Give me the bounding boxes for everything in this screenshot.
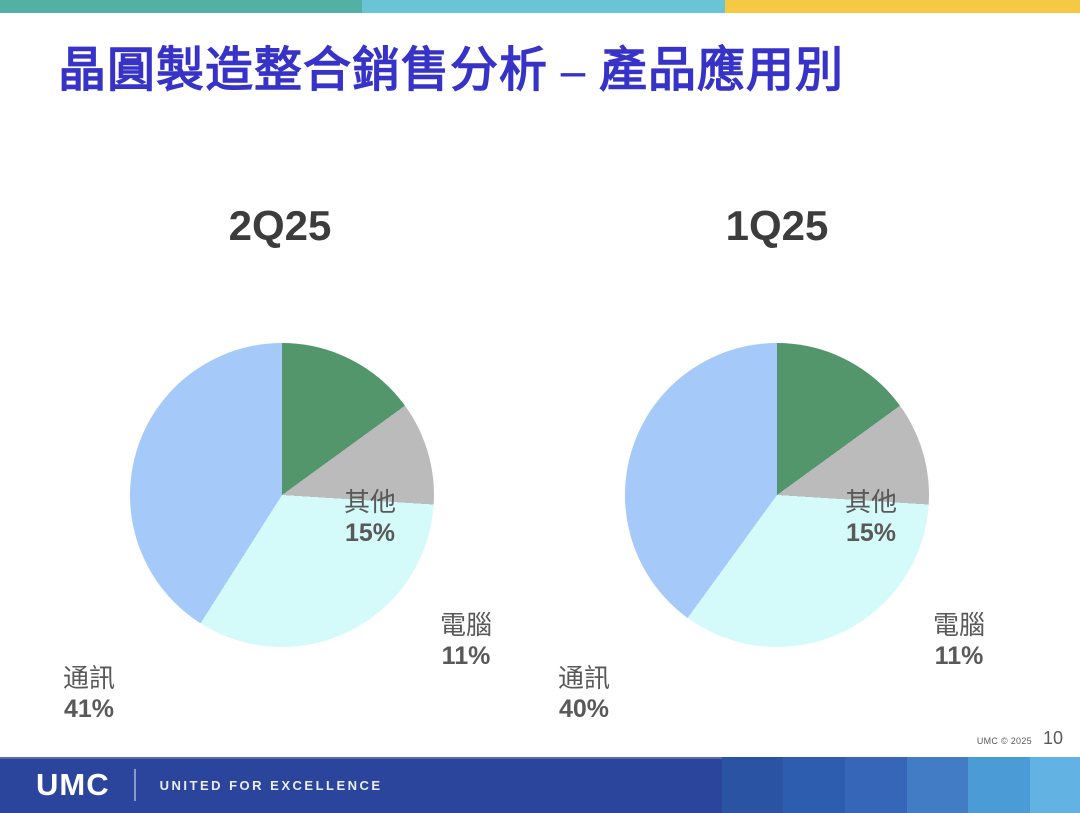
- top-bar-segment-teal: [0, 0, 362, 13]
- slice-label-computer: 電腦 11%: [440, 611, 492, 671]
- footer-note: UMC © 2025 10: [977, 728, 1063, 749]
- pie-chart-1q25: 1Q25 其他 15% 電腦 11% 消費性 34% 通訊 40%: [540, 190, 1080, 723]
- slice-percent: 40%: [558, 695, 610, 723]
- pie-2q25: [130, 343, 434, 647]
- footer-color-band: [722, 757, 783, 813]
- top-bar-segment-yellow: [725, 0, 1080, 13]
- chart-title-2q25: 2Q25: [228, 202, 332, 249]
- slice-label-communication: 通訊 40%: [558, 664, 610, 724]
- footer-tagline: UNITED FOR EXCELLENCE: [159, 777, 383, 793]
- slice-label-other: 其他 15%: [845, 488, 897, 548]
- chart-title-1q25: 1Q25: [725, 202, 829, 249]
- slide-title: 晶圓製造整合銷售分析 – 產品應用別: [58, 44, 845, 97]
- slice-name: 電腦: [439, 611, 493, 640]
- slice-name: 通訊: [62, 664, 116, 693]
- slice-percent: 41%: [63, 695, 115, 723]
- page-number: 10: [1042, 728, 1063, 748]
- slice-name: 電腦: [932, 611, 986, 640]
- footer-color-bands: [722, 757, 1080, 813]
- copyright-text: UMC © 2025: [976, 736, 1032, 746]
- bottom-bar: UMC UNITED FOR EXCELLENCE: [0, 757, 1080, 813]
- slice-label-computer: 電腦 11%: [933, 611, 985, 671]
- footer-color-band: [968, 757, 1030, 813]
- slice-percent: 15%: [344, 519, 396, 547]
- logo-divider: [133, 769, 136, 801]
- top-bar-segment-skyblue: [362, 0, 725, 13]
- footer-color-band: [845, 757, 907, 813]
- umc-logo: UMC: [36, 767, 110, 802]
- pie-1q25: [625, 343, 929, 647]
- slice-percent: 15%: [845, 519, 897, 547]
- footer-color-band: [907, 757, 968, 813]
- footer-color-band: [1030, 757, 1080, 813]
- slice-percent: 11%: [934, 642, 984, 670]
- slice-label-communication: 通訊 41%: [63, 664, 115, 724]
- footer-color-band: [783, 757, 845, 813]
- top-accent-bar: [0, 0, 1080, 13]
- slice-percent: 11%: [441, 642, 491, 670]
- slice-label-other: 其他 15%: [344, 488, 396, 548]
- pie-chart-2q25: 2Q25 其他 15% 電腦 11% 消費性 33% 通訊 41%: [0, 190, 540, 723]
- slice-name: 其他: [343, 488, 397, 517]
- slice-name: 其他: [844, 488, 898, 517]
- slice-name: 通訊: [557, 664, 611, 693]
